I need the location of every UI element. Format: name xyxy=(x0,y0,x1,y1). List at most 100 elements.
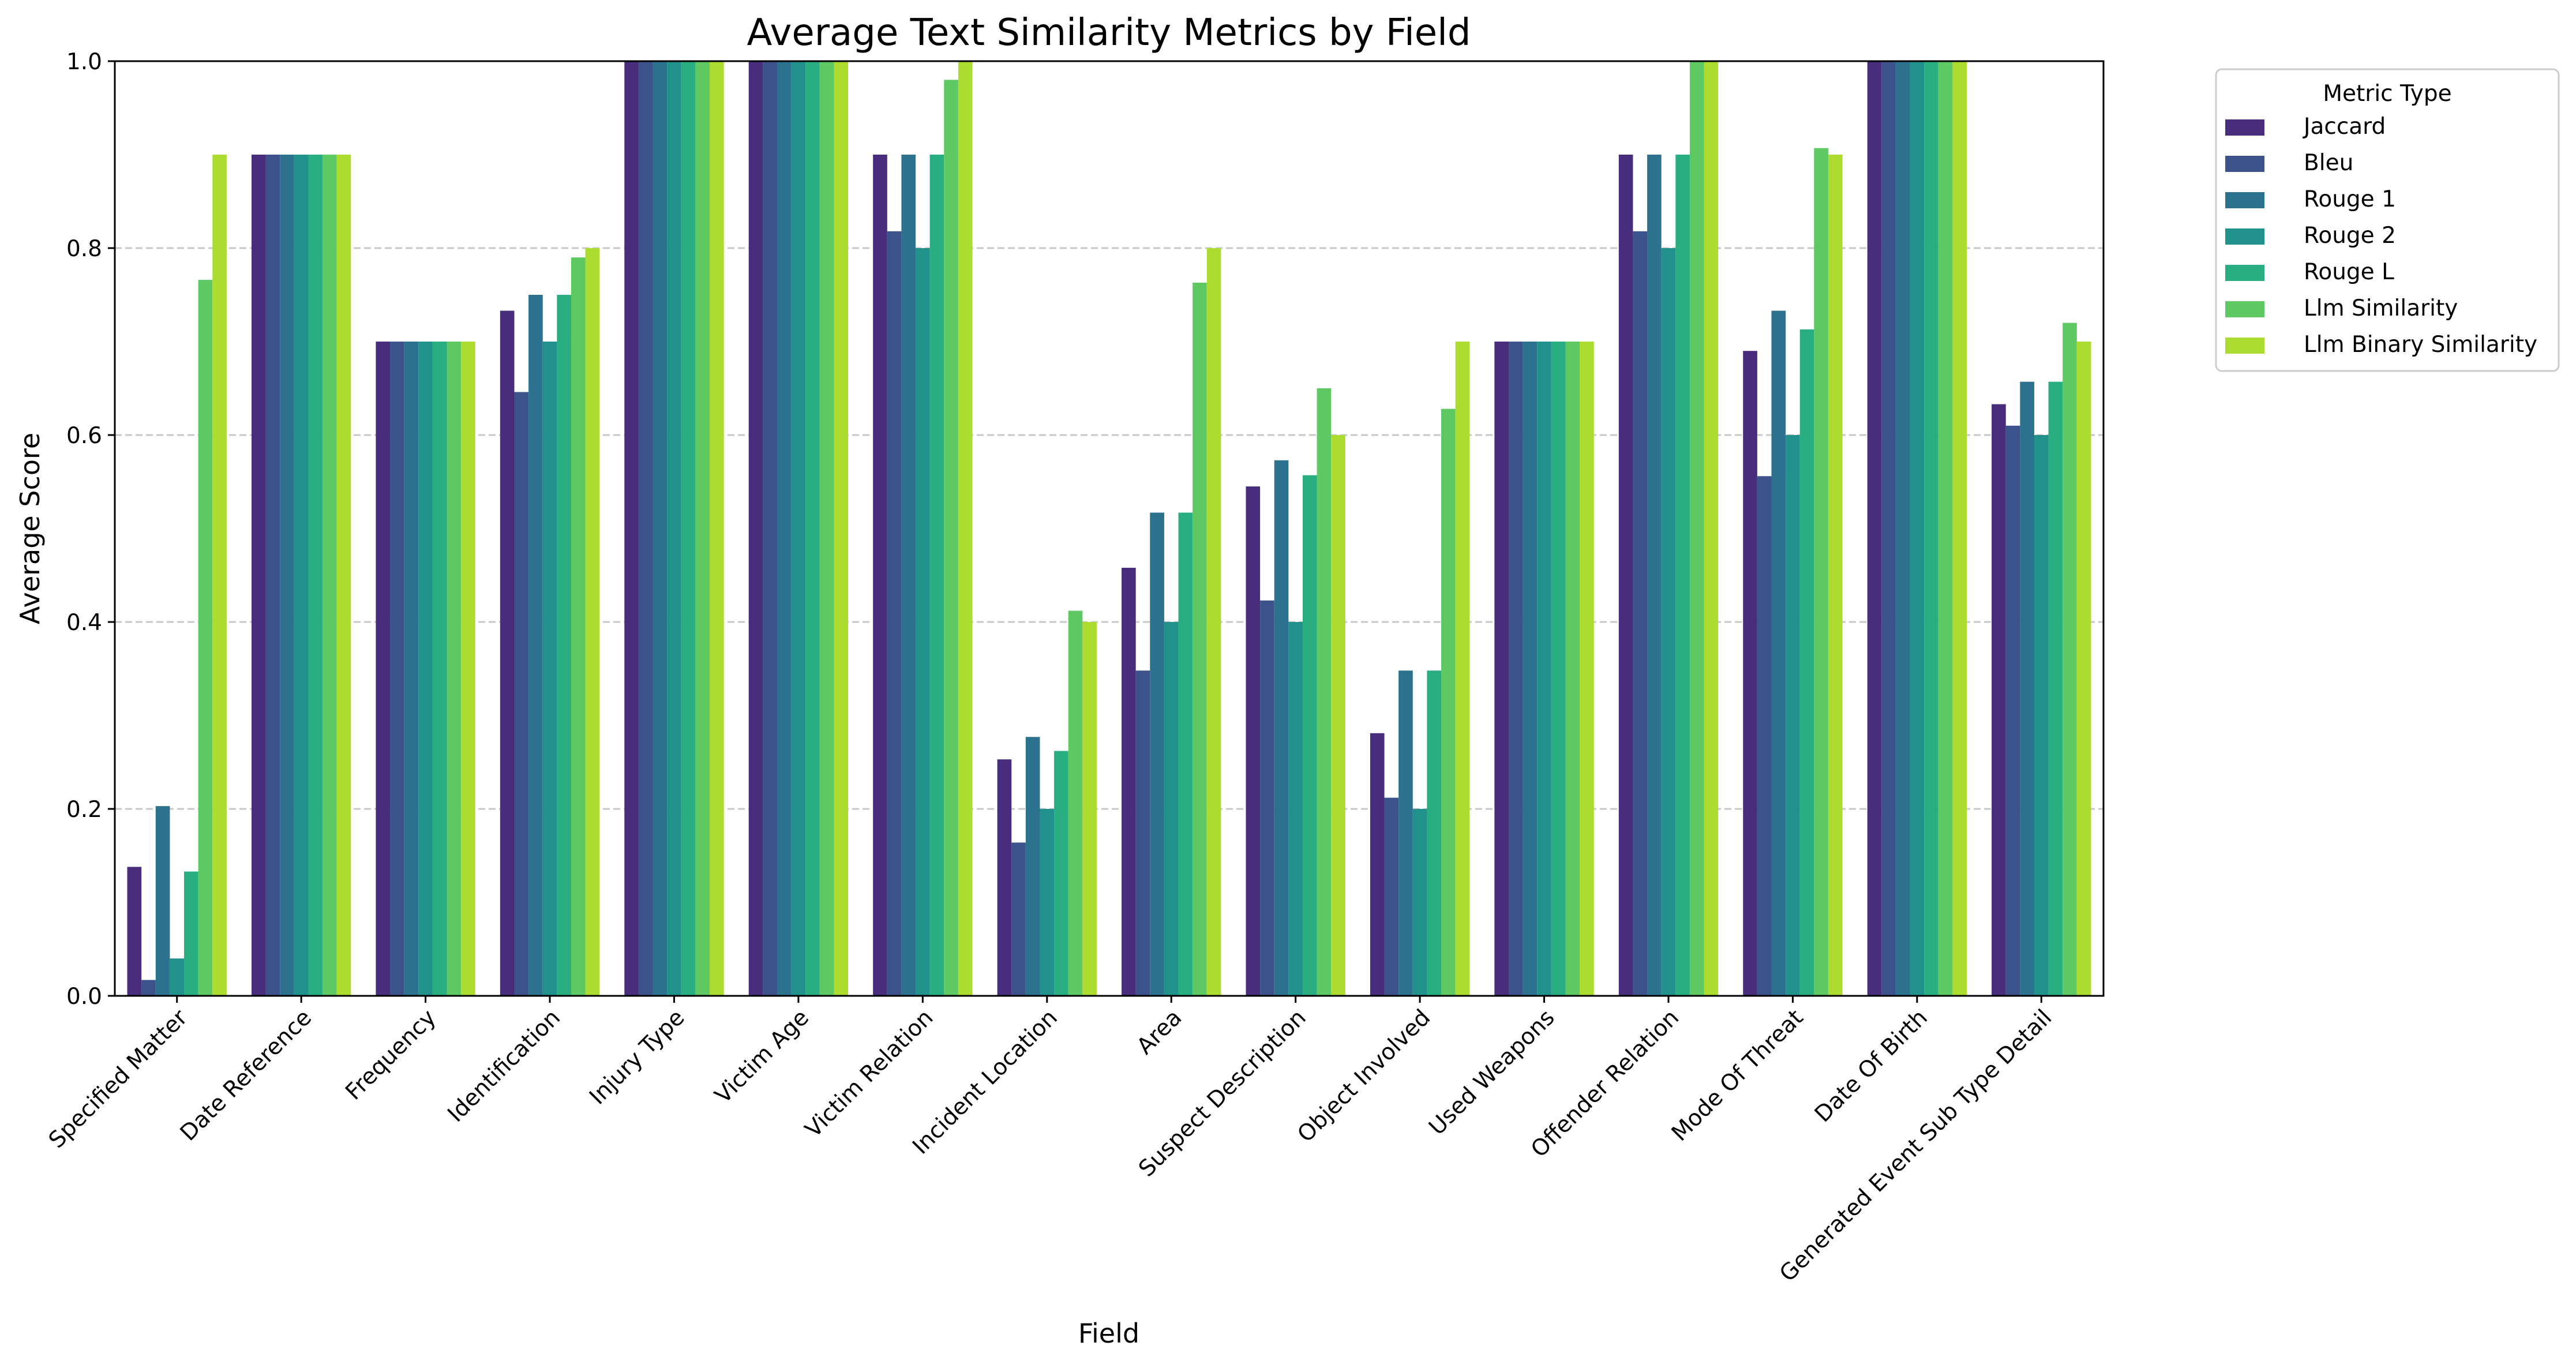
bar xyxy=(514,392,529,996)
legend-title: Metric Type xyxy=(2323,81,2451,107)
bar xyxy=(901,155,916,996)
bar xyxy=(2005,425,2020,996)
bar xyxy=(184,871,198,996)
legend-label: Llm Similarity xyxy=(2304,295,2458,321)
bar xyxy=(1537,342,1551,996)
y-tick-label: 0.0 xyxy=(66,984,102,1010)
bar xyxy=(1647,155,1662,996)
bar xyxy=(461,342,475,996)
bar xyxy=(944,80,958,996)
bar xyxy=(958,61,973,996)
bar xyxy=(1274,460,1289,996)
bar xyxy=(1455,342,1470,996)
bar xyxy=(294,155,309,996)
bar xyxy=(447,342,462,996)
legend: Metric Type Jaccard Bleu Rouge 1 Rouge 2 Rou… xyxy=(2215,68,2560,372)
bar xyxy=(1427,670,1442,996)
bar xyxy=(1135,670,1150,996)
legend-entries: Jaccard Bleu Rouge 1 Rouge 2 Rouge L Llm Simi… xyxy=(2225,114,2537,358)
bar xyxy=(336,155,351,996)
bar xyxy=(1260,600,1274,996)
bar xyxy=(1164,622,1179,996)
bar xyxy=(1771,310,1786,996)
bar xyxy=(1040,809,1055,996)
plot-frame xyxy=(114,60,2105,997)
bar xyxy=(500,310,515,996)
x-axis-label: Field xyxy=(1078,1318,1139,1349)
bar xyxy=(542,342,557,996)
bar xyxy=(1384,797,1399,996)
bar xyxy=(667,61,681,996)
bar xyxy=(777,61,792,996)
bar xyxy=(1743,351,1757,996)
bar xyxy=(170,958,185,996)
bar xyxy=(1881,61,1896,996)
bar xyxy=(251,155,266,996)
bar xyxy=(1895,61,1910,996)
bar xyxy=(710,61,724,996)
legend-label: Jaccard xyxy=(2302,114,2386,140)
bar xyxy=(1441,408,1456,996)
y-tick-label: 0.8 xyxy=(66,236,102,262)
bar xyxy=(1938,61,1953,996)
chart-title: Average Text Similarity Metrics by Field xyxy=(747,12,1471,54)
bar xyxy=(1288,622,1303,996)
legend-swatch xyxy=(2225,265,2264,281)
bar xyxy=(2048,381,2063,996)
bar xyxy=(280,155,294,996)
bar xyxy=(805,61,820,996)
bar xyxy=(624,61,639,996)
bar xyxy=(1178,512,1193,996)
bar xyxy=(1370,733,1385,996)
bar xyxy=(681,61,696,996)
bar xyxy=(1150,512,1164,996)
bar xyxy=(916,248,930,996)
bar xyxy=(1206,248,1221,996)
bar xyxy=(404,342,419,996)
bar xyxy=(390,342,404,996)
bar xyxy=(1618,155,1633,996)
bar xyxy=(2020,381,2034,996)
bar xyxy=(155,806,170,996)
bar xyxy=(1068,610,1083,996)
y-tick-label: 1.0 xyxy=(66,49,102,75)
bar xyxy=(198,280,213,996)
bar xyxy=(432,342,447,996)
bar xyxy=(1565,342,1580,996)
bar xyxy=(763,61,777,996)
bar xyxy=(791,61,806,996)
legend-swatch xyxy=(2225,228,2264,245)
bar xyxy=(834,61,849,996)
bar xyxy=(127,867,142,996)
bar xyxy=(1580,342,1594,996)
bar xyxy=(887,231,902,996)
legend-label: Bleu xyxy=(2304,150,2353,176)
bar xyxy=(1924,61,1938,996)
legend-swatch xyxy=(2225,301,2264,317)
bar xyxy=(265,155,280,996)
bar xyxy=(2034,435,2049,996)
bar xyxy=(528,295,543,996)
bars xyxy=(127,61,2091,996)
legend-swatch xyxy=(2225,192,2264,208)
bar xyxy=(997,759,1012,996)
legend-swatch xyxy=(2225,156,2264,172)
bar xyxy=(1508,342,1523,996)
bar xyxy=(1952,61,1967,996)
bar xyxy=(1523,342,1538,996)
bar xyxy=(1828,155,1843,996)
bar xyxy=(1992,404,2006,996)
bar xyxy=(819,61,834,996)
y-axis: 0.0 0.2 0.4 0.6 0.8 1.0 xyxy=(66,49,115,1010)
bar xyxy=(873,155,887,996)
bar xyxy=(1661,248,1676,996)
legend-swatch xyxy=(2225,338,2264,354)
bar xyxy=(1786,435,1800,996)
bar xyxy=(1122,568,1136,996)
bar xyxy=(653,61,668,996)
bar xyxy=(323,155,337,996)
bar xyxy=(141,980,156,996)
bar xyxy=(1302,475,1317,996)
bar xyxy=(1799,329,1814,996)
